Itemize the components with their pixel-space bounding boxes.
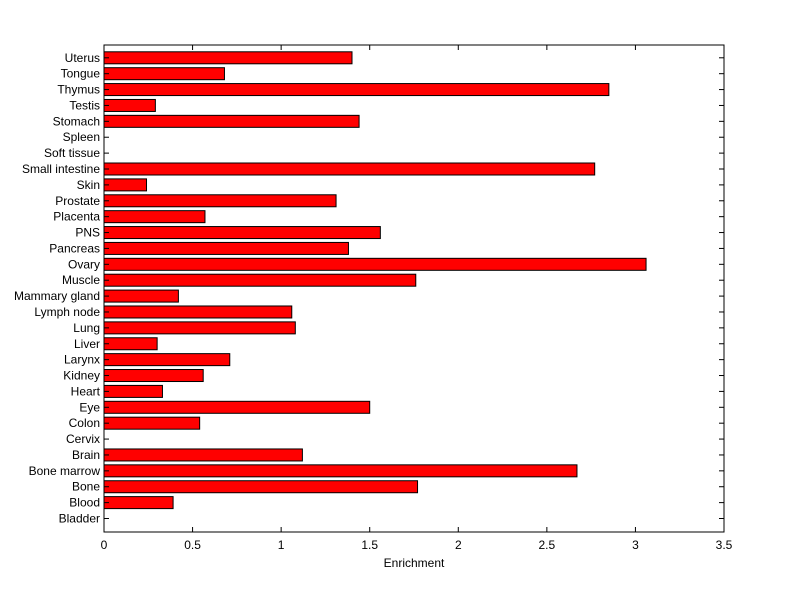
y-tick-label: Liver — [74, 337, 100, 351]
y-tick-label: Pancreas — [49, 241, 100, 255]
bar-skin — [103, 178, 148, 192]
axes-frame — [103, 44, 725, 533]
bar-placenta — [103, 210, 206, 224]
y-tick-label: Heart — [71, 384, 101, 398]
x-axis-title: Enrichment — [384, 556, 445, 570]
bar-pancreas — [103, 241, 349, 255]
y-tick-label: Lung — [73, 321, 100, 335]
y-tick-label: Testis — [69, 98, 100, 112]
y-tick-label: Colon — [69, 416, 100, 430]
x-tick-label: 2.5 — [539, 538, 556, 552]
y-tick-label: Tongue — [61, 67, 101, 81]
x-tick-label: 3.5 — [716, 538, 733, 552]
bar-small-intestine — [103, 162, 596, 176]
y-tick-label: Placenta — [53, 210, 100, 224]
bar-bone-marrow — [103, 464, 578, 478]
bar-heart — [103, 384, 163, 398]
y-tick-label: Muscle — [62, 273, 100, 287]
bar-stomach — [103, 114, 360, 128]
bar-pns — [103, 226, 381, 240]
y-tick-label: Bone — [72, 480, 100, 494]
y-tick-label: Prostate — [55, 194, 100, 208]
y-tick-label: Skin — [77, 178, 100, 192]
y-tick-label: Soft tissue — [44, 146, 100, 160]
bar-larynx — [103, 353, 231, 367]
bar-mammary-gland — [103, 289, 179, 303]
y-tick-label: Bone marrow — [29, 464, 101, 478]
y-tick-label: Kidney — [63, 369, 100, 383]
y-tick-label: Stomach — [53, 114, 100, 128]
y-tick-label: PNS — [75, 226, 100, 240]
y-tick-label: Spleen — [63, 130, 100, 144]
bar-testis — [103, 98, 156, 112]
bar-thymus — [103, 83, 610, 97]
x-tick-label: 2 — [455, 538, 462, 552]
y-tick-label: Eye — [79, 400, 100, 414]
bar-blood — [103, 496, 174, 510]
labels-layer: Bladder Blood Bone Bone marrow Brain Cervix Co… — [14, 51, 733, 552]
y-tick-label: Small intestine — [22, 162, 100, 176]
x-tick-label: 0.5 — [184, 538, 201, 552]
y-tick-label: Bladder — [59, 512, 100, 526]
bar-ovary — [103, 257, 647, 271]
bar-bone — [103, 480, 419, 494]
bar-lung — [103, 321, 296, 335]
bar-lymph-node — [103, 305, 293, 319]
y-tick-label: Cervix — [66, 432, 100, 446]
bar-uterus — [103, 51, 353, 65]
y-tick-label: Blood — [69, 496, 100, 510]
bar-prostate — [103, 194, 337, 208]
y-tick-label: Uterus — [65, 51, 100, 65]
x-tick-label: 1.5 — [361, 538, 378, 552]
axes-layer — [103, 44, 725, 533]
bar-liver — [103, 337, 158, 351]
bar-colon — [103, 416, 201, 430]
y-tick-label: Larynx — [64, 353, 100, 367]
bar-kidney — [103, 369, 204, 383]
x-tick-label: 1 — [278, 538, 285, 552]
x-tick-label: 0 — [101, 538, 108, 552]
bar-tongue — [103, 67, 225, 81]
bar-eye — [103, 400, 371, 414]
y-tick-label: Brain — [72, 448, 100, 462]
y-tick-label: Thymus — [57, 83, 100, 97]
y-tick-label: Lymph node — [34, 305, 100, 319]
x-tick-label: 3 — [632, 538, 639, 552]
bar-brain — [103, 448, 303, 462]
y-tick-label: Ovary — [68, 257, 100, 271]
y-tick-label: Mammary gland — [14, 289, 100, 303]
bar-muscle — [103, 273, 417, 287]
